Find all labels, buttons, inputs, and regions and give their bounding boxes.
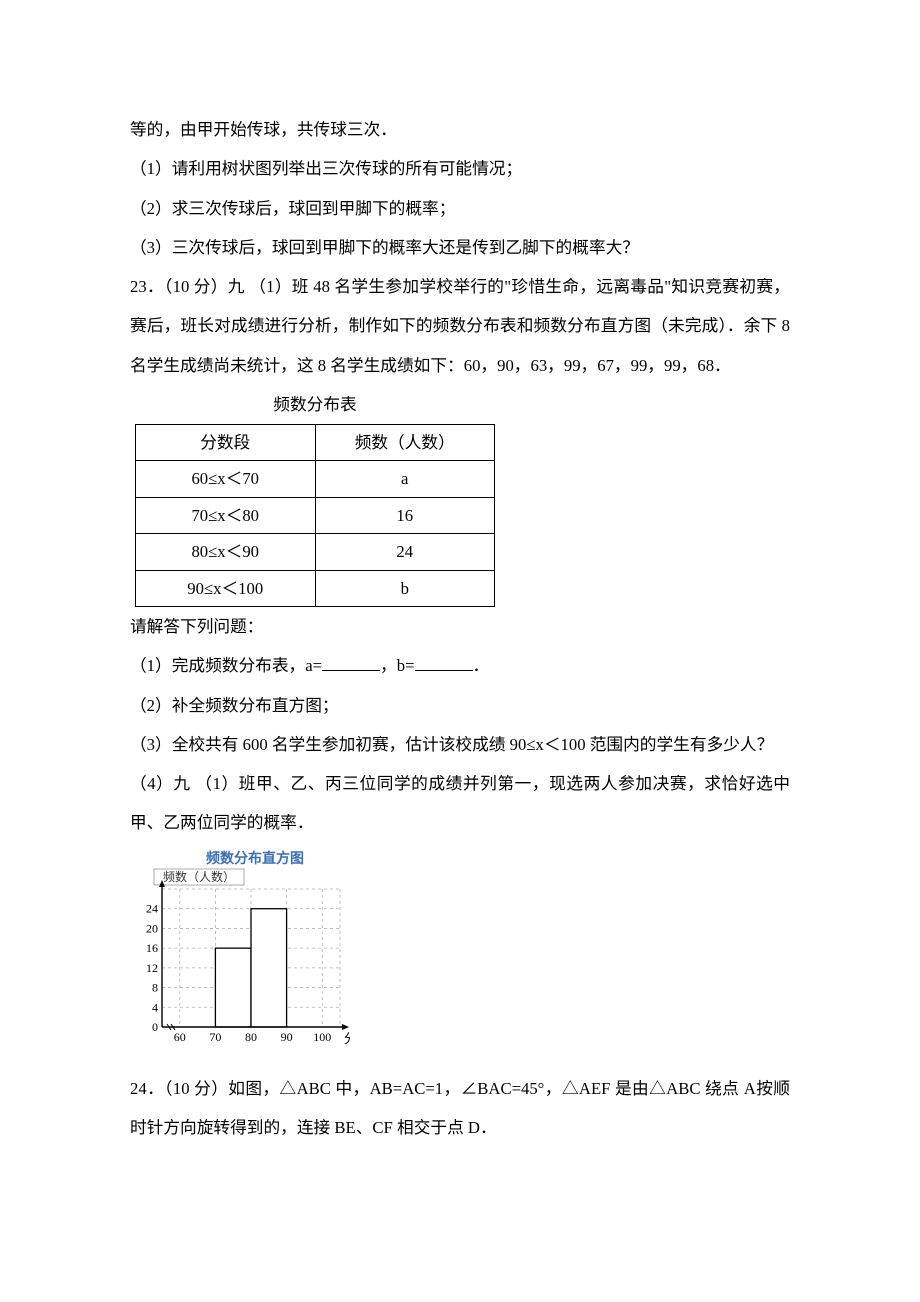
paragraph: （3）三次传球后，球回到甲脚下的概率大还是传到乙脚下的概率大？ (130, 228, 790, 267)
table-cell: 80≤x＜90 (136, 534, 316, 570)
paragraph: 24．（10 分）如图，△ABC 中，AB=AC=1，∠BAC=45°，△AEF… (130, 1069, 790, 1148)
text: ，b= (380, 656, 414, 675)
svg-text:4: 4 (152, 1000, 158, 1014)
fill-blank (415, 654, 473, 672)
table-cell: b (315, 570, 495, 606)
svg-text:频数（人数）: 频数（人数） (163, 869, 235, 884)
table-row: 80≤x＜90 24 (136, 534, 495, 570)
histogram-svg: 频数分布直方图频数（人数） 0 4 8 12 16 20 24 60 70 80 90 100 分数 (130, 849, 350, 1049)
paragraph: 等的，由甲开始传球，共传球三次． (130, 110, 790, 149)
svg-text:8: 8 (152, 980, 158, 994)
svg-text:20: 20 (146, 921, 158, 935)
paragraph: 23．（10 分）九 （1）班 48 名学生参加学校举行的"珍惜生命，远离毒品"… (130, 267, 790, 385)
paragraph: 请解答下列问题： (130, 607, 790, 646)
svg-text:频数分布直方图: 频数分布直方图 (206, 850, 304, 867)
paragraph: （2）求三次传球后，球回到甲脚下的概率； (130, 189, 790, 228)
histogram-figure: 频数分布直方图频数（人数） 0 4 8 12 16 20 24 60 70 80 90 100 分数 (130, 849, 790, 1063)
svg-text:80: 80 (245, 1030, 257, 1044)
svg-text:24: 24 (146, 901, 158, 915)
table-cell: 90≤x＜100 (136, 570, 316, 606)
svg-text:70: 70 (209, 1030, 221, 1044)
paragraph: （4）九 （1）班甲、乙、丙三位同学的成绩并列第一，现选两人参加决赛，求恰好选中… (130, 764, 790, 843)
table-row: 60≤x＜70 a (136, 461, 495, 497)
table-header-cell: 分数段 (136, 425, 316, 461)
document-page: 等的，由甲开始传球，共传球三次． （1）请利用树状图列举出三次传球的所有可能情况… (0, 0, 920, 1207)
table-header-row: 分数段 频数（人数） (136, 425, 495, 461)
table-cell: 60≤x＜70 (136, 461, 316, 497)
frequency-table: 分数段 频数（人数） 60≤x＜70 a 70≤x＜80 16 80≤x＜90 … (135, 424, 495, 607)
paragraph: （1）完成频数分布表，a= ，b= ． (130, 646, 790, 685)
svg-text:60: 60 (174, 1030, 186, 1044)
table-cell: 16 (315, 497, 495, 533)
paragraph: （3）全校共有 600 名学生参加初赛，估计该校成绩 90≤x＜100 范围内的… (130, 725, 790, 764)
svg-text:90: 90 (281, 1030, 293, 1044)
svg-text:0: 0 (152, 1020, 158, 1034)
svg-text:分数: 分数 (344, 1031, 350, 1046)
fill-blank (322, 654, 380, 672)
table-cell: 70≤x＜80 (136, 497, 316, 533)
text: ． (473, 656, 490, 675)
svg-text:100: 100 (313, 1030, 331, 1044)
text: （1）完成频数分布表，a= (130, 656, 322, 675)
svg-text:16: 16 (146, 941, 158, 955)
paragraph: （1）请利用树状图列举出三次传球的所有可能情况； (130, 149, 790, 188)
table-title: 频数分布表 (135, 385, 495, 424)
table-cell: a (315, 461, 495, 497)
table-row: 90≤x＜100 b (136, 570, 495, 606)
table-header-cell: 频数（人数） (315, 425, 495, 461)
table-cell: 24 (315, 534, 495, 570)
svg-text:12: 12 (146, 960, 158, 974)
table-row: 70≤x＜80 16 (136, 497, 495, 533)
paragraph: （2）补全频数分布直方图； (130, 686, 790, 725)
